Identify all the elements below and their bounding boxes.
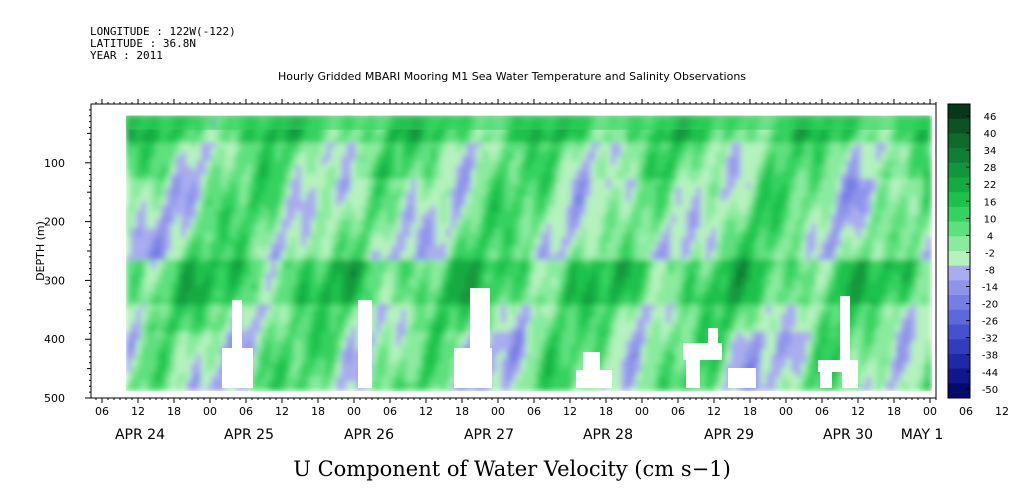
colorbar-label: 28 bbox=[984, 163, 997, 174]
colorbar-swatch bbox=[948, 177, 970, 193]
colorbar-swatch bbox=[948, 118, 970, 134]
colorbar: 46 40 34 28 22 16 10 4 -2 -8 -14 -20 -26 -32 -38 -44 -50 bbox=[947, 103, 998, 399]
colorbar-swatch bbox=[948, 339, 970, 355]
x-hour-label: 06 bbox=[95, 405, 109, 418]
x-hour-label: 06 bbox=[671, 405, 685, 418]
colorbar-label: 4 bbox=[987, 231, 993, 242]
colorbar-label: -32 bbox=[982, 334, 998, 345]
x-hour-label: 06 bbox=[383, 405, 397, 418]
y-axis: 100 200 300 400 500 bbox=[44, 109, 91, 405]
x-date-label: APR 24 bbox=[115, 427, 165, 443]
colorbar-frame bbox=[947, 103, 971, 399]
colorbar-label: 34 bbox=[984, 146, 997, 157]
y-tick-label: 500 bbox=[44, 392, 65, 405]
longitude-label: LONGITUDE : 122W(-122) bbox=[90, 25, 236, 38]
x-date-label: APR 29 bbox=[704, 427, 754, 443]
chart-title: Hourly Gridded MBARI Mooring M1 Sea Wate… bbox=[278, 70, 746, 83]
colorbar-label: 16 bbox=[984, 197, 997, 208]
colorbar-label: -50 bbox=[982, 385, 998, 396]
y-tick-label: 100 bbox=[44, 157, 65, 170]
x-hour-label: 12 bbox=[707, 405, 721, 418]
x-hour-label: 00 bbox=[923, 405, 937, 418]
colorbar-swatch bbox=[948, 265, 970, 281]
x-hour-label: 12 bbox=[563, 405, 577, 418]
colorbar-swatch bbox=[948, 353, 970, 370]
colorbar-swatch bbox=[948, 324, 970, 340]
colorbar-swatch bbox=[948, 162, 970, 178]
x-date-label: APR 26 bbox=[344, 427, 394, 443]
colorbar-swatch bbox=[948, 236, 970, 252]
colorbar-swatch bbox=[948, 192, 970, 208]
colorbar-label: -14 bbox=[982, 283, 998, 294]
y-axis-label: DEPTH (m) bbox=[34, 221, 47, 281]
data-gaps bbox=[222, 288, 858, 388]
colorbar-label: 40 bbox=[984, 129, 997, 140]
x-axis: 06 12 18 00 06 12 18 00 06 12 18 00 06 12 18 00 06 12 18 00… bbox=[95, 99, 1009, 443]
x-hour-label: 18 bbox=[311, 405, 325, 418]
colorbar-label: -8 bbox=[985, 265, 995, 276]
x-hour-label: 12 bbox=[131, 405, 145, 418]
x-hour-label: 00 bbox=[779, 405, 793, 418]
x-hour-label: 06 bbox=[527, 405, 541, 418]
colorbar-label: 46 bbox=[984, 112, 997, 123]
colorbar-label: -20 bbox=[982, 300, 998, 311]
x-hour-label: 12 bbox=[419, 405, 433, 418]
x-hour-label: 06 bbox=[815, 405, 829, 418]
x-hour-label: 18 bbox=[455, 405, 469, 418]
x-hour-label: 00 bbox=[203, 405, 217, 418]
colorbar-label: -44 bbox=[982, 368, 998, 379]
variable-title: U Component of Water Velocity (cm s−1) bbox=[293, 457, 731, 481]
x-hour-label: 18 bbox=[167, 405, 181, 418]
x-hour-label: 06 bbox=[959, 405, 973, 418]
colorbar-label: 22 bbox=[984, 180, 997, 191]
x-date-label: APR 28 bbox=[583, 427, 633, 443]
colorbar-swatch bbox=[948, 309, 970, 325]
colorbar-swatch bbox=[948, 383, 970, 399]
colorbar-swatch bbox=[948, 104, 970, 120]
x-hour-label: 00 bbox=[491, 405, 505, 418]
x-hour-label: 00 bbox=[635, 405, 649, 418]
colorbar-swatch bbox=[948, 206, 970, 223]
x-hour-label: 12 bbox=[275, 405, 289, 418]
x-date-label: MAY 1 bbox=[901, 427, 943, 443]
colorbar-swatch bbox=[948, 251, 970, 267]
y-tick-label: 300 bbox=[44, 274, 65, 287]
x-date-label: APR 27 bbox=[464, 427, 514, 443]
x-date-label: APR 25 bbox=[224, 427, 274, 443]
y-tick-label: 400 bbox=[44, 333, 65, 346]
x-hour-label: 18 bbox=[743, 405, 757, 418]
colorbar-swatch bbox=[948, 295, 970, 311]
x-hour-label: 12 bbox=[851, 405, 865, 418]
x-hour-label: 00 bbox=[347, 405, 361, 418]
colorbar-swatch bbox=[948, 368, 970, 384]
colorbar-swatch bbox=[948, 148, 970, 164]
x-hour-label: 06 bbox=[239, 405, 253, 418]
y-tick-label: 200 bbox=[44, 216, 65, 229]
colorbar-label: -26 bbox=[982, 317, 998, 328]
x-hour-label: 12 bbox=[995, 405, 1009, 418]
year-label: YEAR : 2011 bbox=[90, 49, 163, 62]
latitude-label: LATITUDE : 36.8N bbox=[90, 37, 196, 50]
colorbar-swatch bbox=[948, 280, 970, 296]
colorbar-label: -2 bbox=[985, 248, 995, 259]
colorbar-label: -38 bbox=[982, 351, 998, 362]
x-hour-label: 18 bbox=[887, 405, 901, 418]
colorbar-swatch bbox=[948, 221, 970, 237]
x-hour-label: 18 bbox=[599, 405, 613, 418]
colorbar-label: 10 bbox=[984, 214, 997, 225]
colorbar-swatch bbox=[948, 133, 970, 149]
x-date-label: APR 30 bbox=[823, 427, 873, 443]
